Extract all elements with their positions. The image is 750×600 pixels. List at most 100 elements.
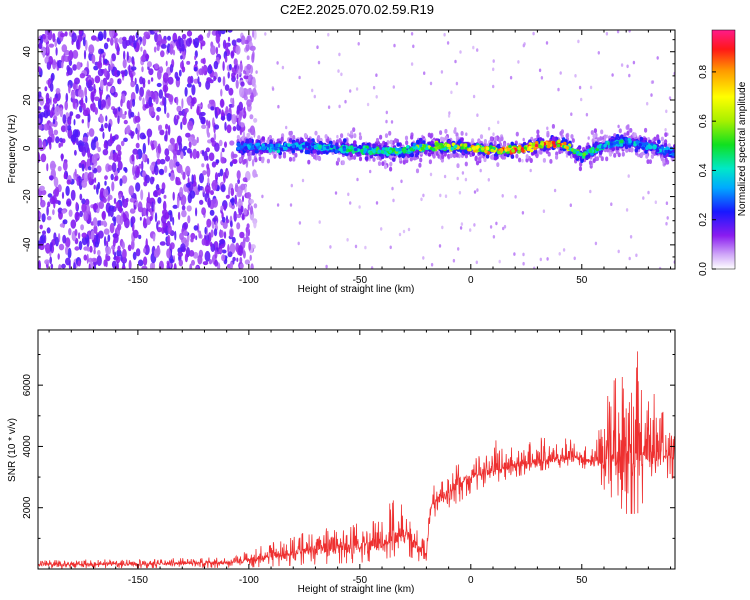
noise-speck [334, 191, 338, 195]
noise-blob [148, 68, 154, 76]
ridge-mark [619, 143, 624, 147]
spectrogram-x-ticks: -150 -100 -50 0 50 [48, 30, 672, 286]
ridge-mark [571, 138, 575, 143]
noise-blob [172, 49, 176, 56]
noise-blob [195, 207, 198, 217]
noise-blob [87, 79, 93, 88]
noise-blob [149, 207, 153, 216]
noise-blob [240, 35, 246, 45]
noise-speck [642, 196, 645, 200]
ridge-mark [406, 145, 410, 149]
noise-speck [492, 67, 495, 72]
noise-blob [190, 232, 196, 240]
ridge-mark [644, 141, 649, 146]
ridge-mark [392, 157, 396, 162]
ridge-mark [612, 141, 617, 146]
ridge-mark [447, 139, 452, 144]
ridge-mark [419, 157, 423, 163]
ridge-mark [578, 166, 583, 172]
ridge-mark [475, 145, 480, 150]
ridge-mark [650, 154, 655, 159]
ridge-mark [534, 141, 539, 145]
noise-speck [390, 120, 394, 124]
noise-speck [313, 94, 316, 99]
noise-blob [214, 106, 217, 117]
noise-blob [111, 135, 116, 142]
noise-blob [164, 104, 167, 115]
noise-blob [40, 195, 43, 203]
ridge-mark [279, 147, 284, 151]
noise-blob [162, 200, 167, 212]
noise-blob [209, 209, 215, 216]
noise-blob [121, 175, 128, 184]
noise-blob [156, 106, 162, 112]
noise-blob [107, 96, 111, 107]
ridge-mark [423, 150, 428, 155]
ridge-mark [603, 143, 607, 148]
noise-blob [63, 173, 67, 180]
ridge-mark [615, 140, 620, 145]
ridge-mark [664, 132, 668, 138]
noise-blob [213, 75, 217, 82]
noise-blob [64, 31, 68, 37]
noise-blob [111, 53, 116, 62]
noise-blob [39, 185, 45, 191]
ridge-mark [349, 152, 354, 158]
noise-blob [246, 63, 252, 70]
noise-speck [546, 126, 549, 131]
noise-speck [364, 245, 367, 250]
noise-blob [157, 34, 163, 45]
noise-speck [664, 128, 667, 132]
noise-blob [110, 57, 113, 67]
noise-blob [49, 256, 52, 265]
noise-blob [67, 67, 73, 76]
noise-blob [122, 59, 127, 69]
noise-blob [149, 164, 155, 172]
noise-blob [237, 68, 241, 76]
noise-blob [143, 247, 146, 254]
ridge-mark [468, 147, 472, 152]
noise-speck [492, 235, 496, 239]
ridge-mark [337, 157, 341, 163]
noise-blob [137, 201, 143, 212]
noise-speck [370, 266, 374, 269]
noise-speck [316, 45, 319, 49]
ridge-mark [362, 145, 367, 149]
noise-blob [65, 185, 70, 196]
noise-blob [135, 182, 141, 192]
noise-blob [105, 253, 108, 263]
noise-speck [647, 190, 650, 195]
ridge-mark [592, 158, 596, 164]
noise-blob [148, 197, 155, 203]
noise-blob [65, 246, 69, 255]
noise-blob [133, 204, 136, 210]
ridge-mark [418, 162, 422, 168]
noise-blob [61, 209, 67, 214]
ridge-mark [557, 139, 561, 144]
ridge-mark [317, 135, 321, 140]
noise-blob [112, 238, 116, 247]
noise-blob [116, 51, 120, 56]
noise-blob [134, 115, 141, 123]
noise-blob [109, 208, 114, 218]
noise-speck [628, 73, 631, 78]
noise-blob [136, 166, 140, 176]
noise-blob [182, 171, 186, 180]
noise-speck [338, 104, 341, 109]
noise-speck [412, 44, 415, 49]
noise-blob [181, 209, 187, 218]
noise-blob [119, 178, 123, 187]
ridge-mark [381, 147, 386, 151]
noise-blob [42, 230, 46, 235]
noise-blob [252, 30, 255, 38]
noise-blob [161, 38, 167, 45]
ridge-mark [398, 147, 402, 152]
noise-blob [180, 243, 186, 252]
ridge-mark [414, 146, 418, 150]
noise-blob [77, 89, 84, 98]
ridge-mark [419, 143, 423, 148]
noise-blob [74, 77, 80, 85]
noise-blob [119, 215, 124, 225]
noise-blob [121, 256, 127, 264]
noise-blob [125, 197, 129, 203]
